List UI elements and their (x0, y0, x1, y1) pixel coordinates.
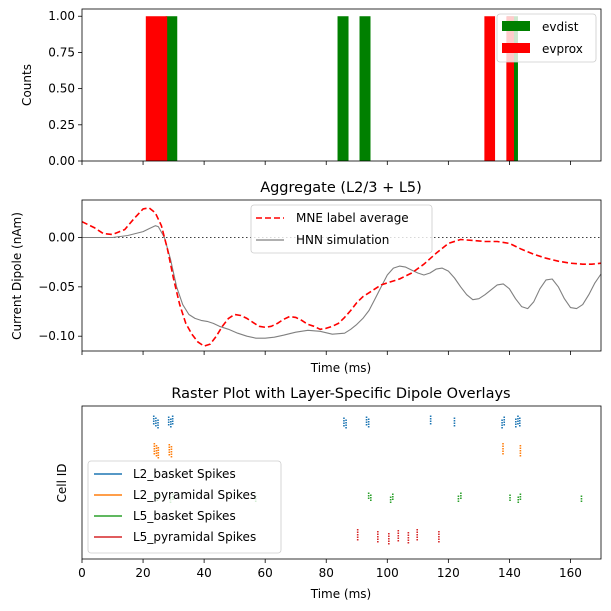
raster-x-label: Time (ms) (310, 587, 372, 601)
y-tick-label: 0.00 (48, 154, 75, 168)
x-tick-label: 20 (135, 566, 150, 580)
histogram-legend: evdist evprox (496, 13, 597, 63)
bar-evdist (359, 16, 371, 161)
y-tick-label: 1.00 (48, 9, 75, 23)
y-tick-label: 0.50 (48, 82, 75, 96)
legend-label-l5_pyramidal-spikes: L5_pyramidal Spikes (133, 530, 256, 544)
x-tick-label: 120 (437, 566, 460, 580)
legend-label-evprox: evprox (542, 42, 583, 56)
legend-label-evdist: evdist (542, 20, 579, 34)
legend-swatch-evprox (502, 43, 530, 53)
bar-evprox (145, 16, 168, 161)
legend-label-mne: MNE label average (296, 211, 409, 225)
y-tick-label: −0.05 (38, 280, 75, 294)
legend-label-l5_basket-spikes: L5_basket Spikes (133, 509, 236, 523)
raster-y-label: Cell ID (55, 463, 69, 502)
aggregate-y-ticks: 0.00 −0.05 −0.10 (38, 231, 82, 343)
raster-axes-frame (81, 405, 602, 560)
x-tick-label: 40 (196, 566, 211, 580)
legend-swatch-evdist (502, 21, 530, 31)
legend-label-hnn: HNN simulation (296, 233, 389, 247)
aggregate-x-label: Time (ms) (310, 361, 372, 375)
aggregate-axes-frame (81, 199, 602, 352)
aggregate-legend-box (250, 204, 433, 254)
y-tick-label: 0.75 (48, 45, 75, 59)
aggregate-y-label: Current Dipole (nAm) (10, 212, 24, 340)
raster-x-ticks: 0 20 40 60 80 100 120 140 160 (78, 559, 582, 580)
bar-evprox (484, 16, 496, 161)
y-tick-label: −0.10 (38, 329, 75, 343)
y-tick-label: 0.00 (48, 231, 75, 245)
histogram-x-ticks (81, 161, 571, 165)
series-line-hnn-simulation (82, 225, 602, 339)
bar-evdist (165, 16, 178, 161)
aggregate-title: Aggregate (L2/3 + L5) (260, 180, 422, 196)
raster-title: Raster Plot with Layer-Specific Dipole O… (171, 386, 510, 402)
x-tick-label: 0 (78, 566, 86, 580)
x-tick-label: 100 (376, 566, 399, 580)
bar-evdist (337, 16, 349, 161)
aggregate-x-ticks (81, 351, 571, 355)
y-tick-label: 0.25 (48, 118, 75, 132)
raster-legend-box (87, 460, 282, 554)
histogram-axes-frame (81, 8, 602, 162)
legend-label-l2_basket-spikes: L2_basket Spikes (133, 467, 236, 481)
histogram-y-ticks: 0.00 0.25 0.50 0.75 1.00 (48, 9, 82, 168)
histogram-panel: 0.00 0.25 0.50 0.75 1.00 Counts evdist evpro… (20, 8, 602, 168)
histogram-bars (145, 16, 518, 161)
x-tick-label: 140 (498, 566, 521, 580)
bar-evprox (506, 16, 514, 161)
x-tick-label: 80 (319, 566, 334, 580)
x-tick-label: 160 (559, 566, 582, 580)
x-tick-label: 60 (258, 566, 273, 580)
series-line-mne-label-average (81, 207, 602, 347)
aggregate-legend: MNE label average HNN simulation (250, 204, 433, 254)
aggregate-dipole-panel: Aggregate (L2/3 + L5) 0.00 −0.05 −0.10 Tim… (10, 180, 602, 375)
legend-label-l2_pyramidal-spikes: L2_pyramidal Spikes (133, 488, 256, 502)
histogram-y-label: Counts (20, 64, 34, 106)
dipole-series-lines (81, 207, 602, 347)
raster-panel: Raster Plot with Layer-Specific Dipole O… (55, 386, 602, 601)
raster-legend: L2_basket Spikes L2_pyramidal Spikes L5_ba… (87, 460, 282, 554)
